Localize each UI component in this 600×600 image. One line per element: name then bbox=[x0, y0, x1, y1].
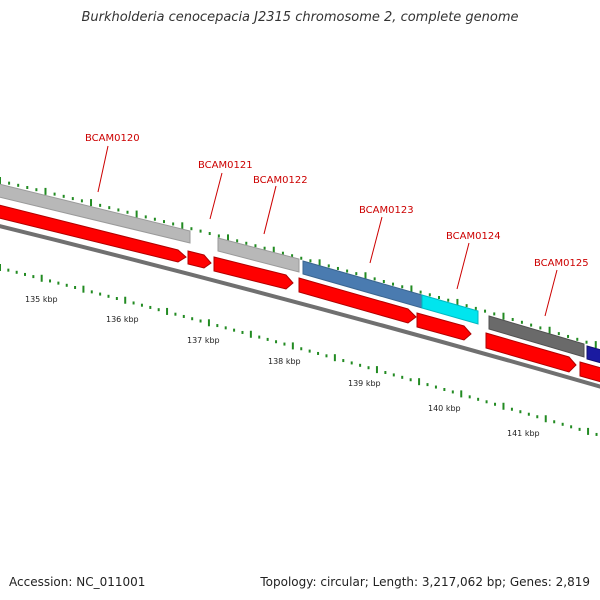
feature-bcam0120-gray[interactable] bbox=[0, 183, 191, 244]
gene-label-bcam0120: BCAM0120 bbox=[85, 133, 140, 144]
leader-bcam0120 bbox=[97, 145, 109, 193]
accession-text: Accession: NC_011001 bbox=[9, 575, 146, 589]
kbp-label-139: 139 kbp bbox=[348, 379, 381, 388]
gene-label-bcam0124: BCAM0124 bbox=[446, 231, 501, 242]
feature-bcam0124-cyan[interactable] bbox=[421, 294, 479, 325]
leader-bcam0122 bbox=[263, 185, 277, 235]
feature-bcam0122-gray[interactable] bbox=[217, 237, 300, 273]
feature-track bbox=[0, 183, 600, 364]
kbp-labels: 135 kbp 136 kbp 137 kbp 138 kbp 139 kbp … bbox=[25, 295, 540, 438]
kbp-label-136: 136 kbp bbox=[106, 315, 139, 324]
cds-bcam0124[interactable] bbox=[416, 312, 472, 341]
cds-next[interactable] bbox=[579, 361, 600, 383]
cds-bcam0125[interactable] bbox=[485, 332, 577, 373]
kbp-label-141: 141 kbp bbox=[507, 429, 540, 438]
leader-bcam0121 bbox=[209, 172, 223, 220]
leader-bcam0124 bbox=[456, 242, 470, 290]
gene-label-bcam0123: BCAM0123 bbox=[359, 205, 414, 216]
upper-tick-track bbox=[0, 177, 597, 349]
cds-track bbox=[0, 204, 600, 383]
backbone-line bbox=[0, 224, 600, 389]
lower-tick-track bbox=[0, 264, 598, 436]
cds-bcam0121[interactable] bbox=[187, 250, 212, 269]
gene-label-bcam0121: BCAM0121 bbox=[198, 160, 253, 171]
kbp-label-140: 140 kbp bbox=[428, 404, 461, 413]
genome-summary-text: Topology: circular; Length: 3,217,062 bp… bbox=[260, 575, 590, 589]
cds-bcam0122[interactable] bbox=[213, 256, 294, 290]
feature-bcam0125-darkgray[interactable] bbox=[488, 315, 585, 358]
cds-bcam0123[interactable] bbox=[298, 277, 417, 324]
map-title: Burkholderia cenocepacia J2315 chromosom… bbox=[81, 10, 519, 25]
gene-label-bcam0125: BCAM0125 bbox=[534, 258, 589, 269]
kbp-label-138: 138 kbp bbox=[268, 357, 301, 366]
leader-bcam0125 bbox=[544, 269, 558, 317]
kbp-label-137: 137 kbp bbox=[187, 336, 220, 345]
gene-labels: BCAM0120 BCAM0121 BCAM0122 BCAM0123 BCAM… bbox=[85, 133, 589, 317]
kbp-label-135: 135 kbp bbox=[25, 295, 58, 304]
feature-next-navy[interactable] bbox=[586, 345, 600, 364]
gene-label-bcam0122: BCAM0122 bbox=[253, 175, 308, 186]
cds-bcam0120[interactable] bbox=[0, 204, 187, 263]
leader-bcam0123 bbox=[369, 216, 383, 264]
